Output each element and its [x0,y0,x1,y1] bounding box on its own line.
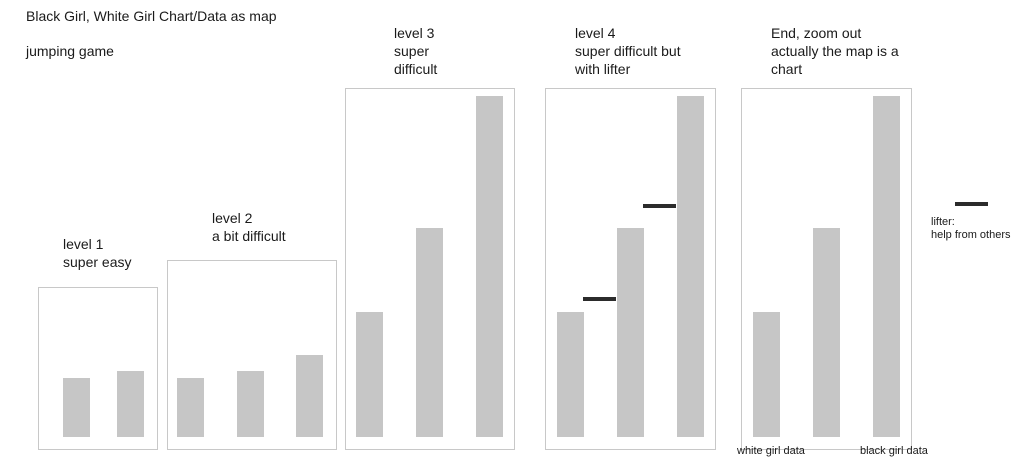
level-4-line-1: level 4 [575,25,616,41]
lifter-platform-1 [583,297,616,301]
panel-5-bar-3 [873,96,900,437]
lifter-legend-desc: help from others [931,229,1011,241]
level-1-line-1: level 1 [63,236,104,252]
level-3-line-2: super [394,43,430,59]
level-4-panel [545,88,716,450]
level-3-panel [345,88,515,450]
lifter-legend: lifter: help from others [931,216,1010,242]
panel-1-bar-2 [117,371,144,437]
lifter-legend-icon [955,202,988,206]
panel-4-bar-2 [617,228,644,437]
panel-2-bar-3 [296,355,323,437]
page-title: Black Girl, White Girl Chart/Data as map [26,8,277,24]
level-1-caption: level 1 super easy [63,235,131,271]
level-3-line-3: difficult [394,61,438,77]
level-2-line-2: a bit difficult [212,228,286,244]
level-4-caption: level 4 super difficult but with lifter [575,24,681,78]
level-2-line-1: level 2 [212,210,253,226]
end-caption: End, zoom out actually the map is a char… [771,24,899,78]
panel-5-bar-1 [753,312,780,437]
lifter-legend-title: lifter: [931,216,955,228]
level-2-panel [167,260,337,450]
panel-1-bar-1 [63,378,90,437]
lifter-platform-2 [643,204,676,208]
end-line-3: chart [771,61,803,77]
level-1-line-2: super easy [63,254,132,270]
panel-4-bar-1 [557,312,584,437]
panel-5-bar-2 [813,228,840,437]
level-3-caption: level 3 super difficult [394,24,437,78]
level-3-line-1: level 3 [394,25,435,41]
panel-2-bar-2 [237,371,264,437]
white-girl-data-label: white girl data [737,445,805,457]
level-4-line-2: super difficult but [575,43,681,59]
level-1-panel [38,287,158,450]
end-line-1: End, zoom out [771,25,862,41]
panel-2-bar-1 [177,378,204,437]
end-panel [741,88,912,450]
level-2-caption: level 2 a bit difficult [212,209,286,245]
panel-3-bar-1 [356,312,383,437]
panel-3-bar-2 [416,228,443,437]
end-line-2: actually the map is a [771,43,899,59]
panel-4-bar-3 [677,96,704,437]
page-subtitle: jumping game [26,43,114,59]
black-girl-data-label: black girl data [860,445,928,457]
level-4-line-3: with lifter [575,61,631,77]
panel-3-bar-3 [476,96,503,437]
